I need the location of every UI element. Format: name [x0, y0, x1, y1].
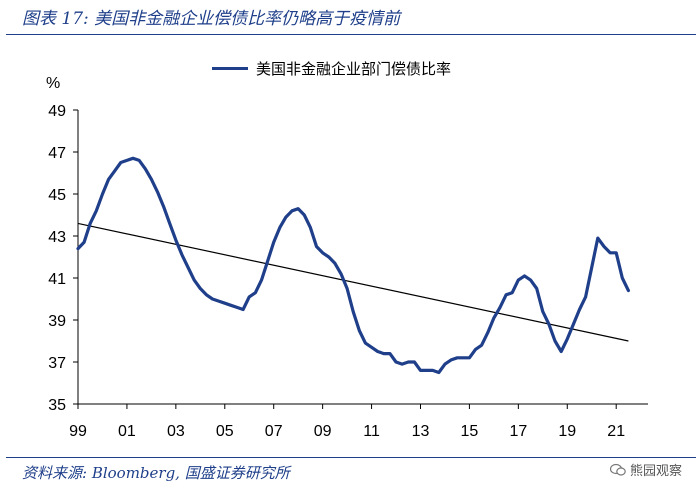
y-tick-label: 37 [48, 355, 66, 372]
axes [77, 110, 648, 405]
y-axis-unit-label: % [46, 75, 60, 92]
figure-title: 图表 17: 美国非金融企业偿债比率仍略高于疫情前 [22, 9, 401, 29]
x-tick-label: 21 [607, 423, 625, 440]
y-tick-labels: 35 37 39 41 43 45 47 49 [48, 103, 78, 414]
watermark: 熊园观察 [609, 460, 682, 479]
source-note: 资料来源: Bloomberg, 国盛证券研究所 [22, 464, 290, 482]
y-tick-label: 39 [48, 313, 66, 330]
series-line [76, 156, 631, 375]
top-rule [6, 34, 696, 35]
x-tick-label: 19 [558, 423, 576, 440]
x-tick-label: 03 [167, 423, 185, 440]
y-tick-label: 35 [48, 397, 66, 414]
x-tick-label: 13 [412, 423, 430, 440]
legend: 美国非金融企业部门偿债比率 [212, 58, 451, 79]
wechat-icon [609, 463, 626, 476]
x-tick-label: 17 [509, 423, 527, 440]
x-tick-labels: 99 01 03 05 07 09 11 13 15 17 19 21 [69, 404, 625, 440]
legend-label: 美国非金融企业部门偿债比率 [256, 60, 452, 78]
bottom-rule [6, 457, 696, 458]
x-tick-label: 09 [314, 423, 332, 440]
y-tick-label: 47 [48, 145, 66, 162]
x-tick-label: 05 [216, 423, 234, 440]
y-tick-label: 41 [48, 271, 66, 288]
x-tick-label: 15 [461, 423, 479, 440]
x-tick-label: 99 [69, 423, 87, 440]
watermark-text: 熊园观察 [629, 464, 682, 479]
legend-swatch [212, 67, 248, 70]
x-tick-label: 01 [118, 423, 136, 440]
y-tick-label: 49 [48, 103, 66, 120]
y-tick-label: 45 [48, 187, 66, 204]
plot-area [76, 156, 631, 375]
trend-line [77, 222, 629, 342]
x-tick-label: 07 [265, 423, 283, 440]
x-tick-label: 11 [363, 423, 380, 440]
y-tick-label: 43 [48, 229, 66, 246]
